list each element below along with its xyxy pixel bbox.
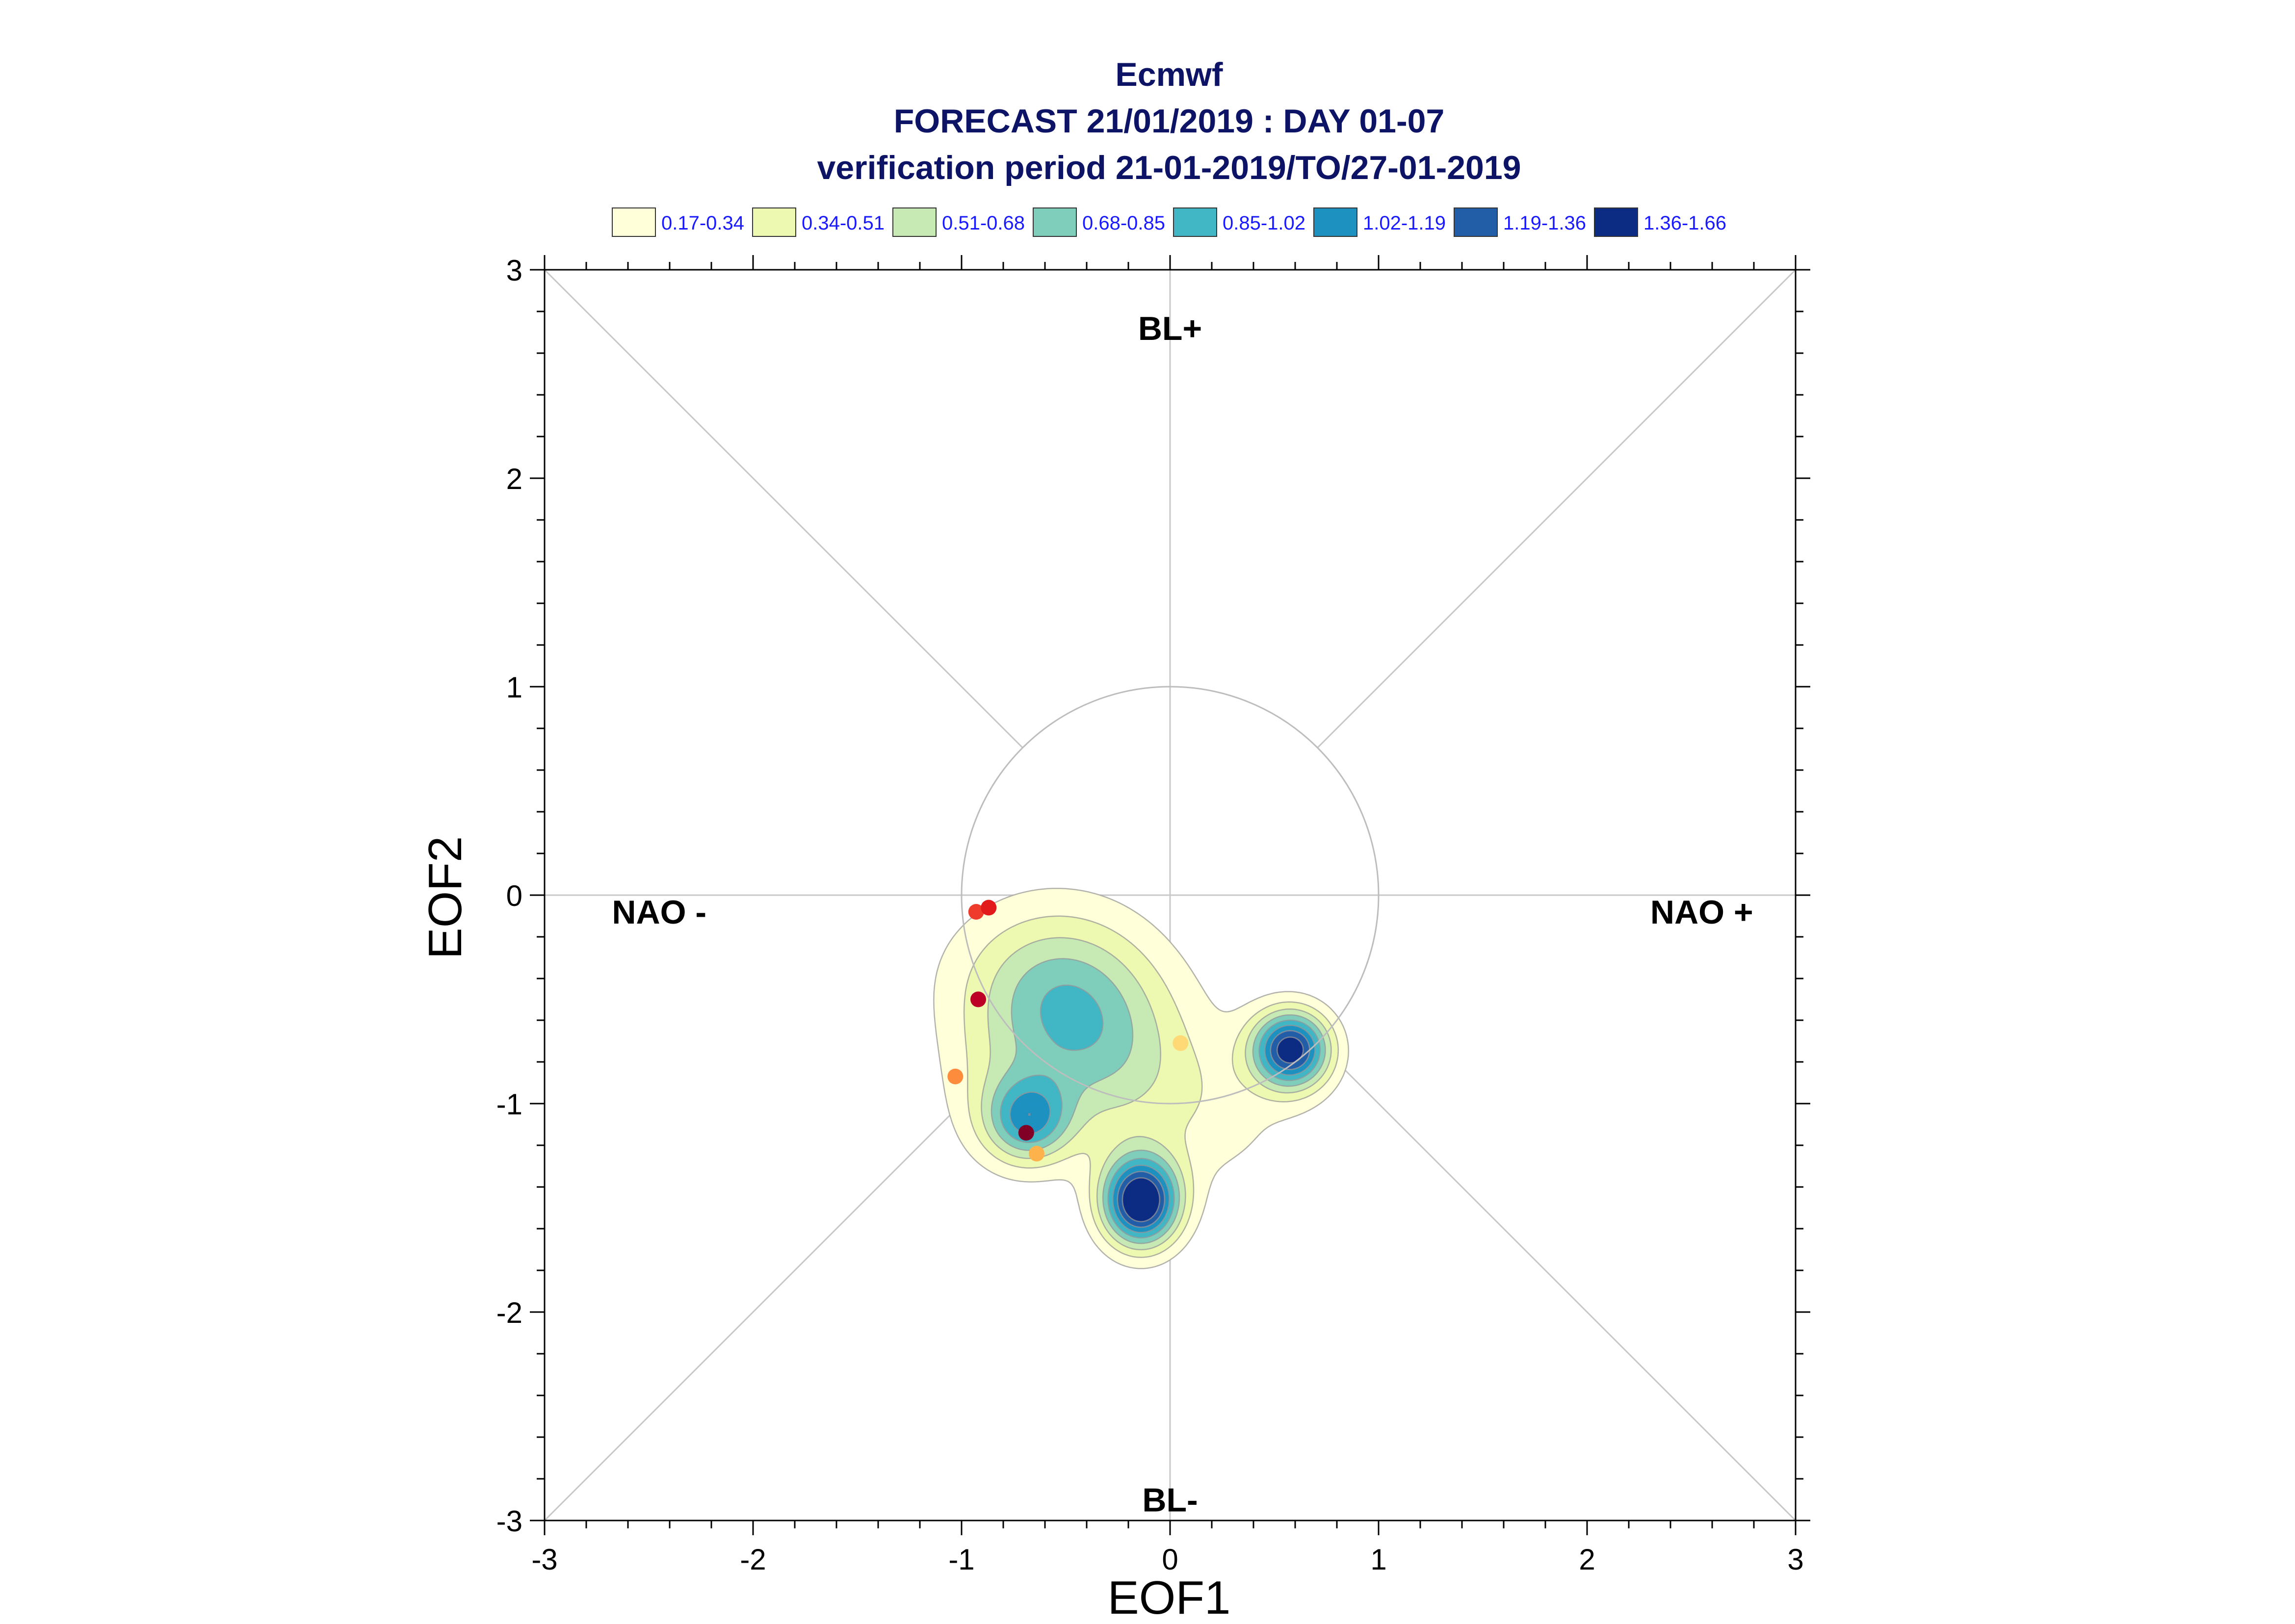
- data-point: [1018, 1125, 1034, 1141]
- plot-area: BL+ BL- NAO - NAO +: [544, 269, 1797, 1521]
- y-tick-label: 2: [506, 463, 522, 495]
- ensemble-points: [947, 900, 1189, 1161]
- legend-label: 1.36-1.66: [1643, 212, 1726, 234]
- y-tick-label: 1: [506, 671, 522, 704]
- legend-label: 1.02-1.19: [1363, 212, 1446, 234]
- x-tick-label: 2: [1579, 1543, 1595, 1576]
- data-point: [970, 991, 986, 1007]
- legend-label: 0.17-0.34: [661, 212, 744, 234]
- title-line-2: FORECAST 21/01/2019 : DAY 01-07: [894, 103, 1445, 140]
- y-axis-title: EOF2: [419, 836, 471, 959]
- x-tick-label: -2: [740, 1543, 766, 1576]
- reference-circle: [961, 686, 1380, 1105]
- diagonal-line: [1317, 269, 1797, 748]
- legend-swatch: [752, 207, 796, 237]
- data-point: [981, 900, 997, 916]
- regime-label: NAO +: [1650, 894, 1753, 931]
- density-contours: [933, 887, 1349, 1269]
- legend-label: 0.85-1.02: [1223, 212, 1305, 234]
- legend-swatch: [1033, 207, 1077, 237]
- title-line-3: verification period 21-01-2019/TO/27-01-…: [817, 149, 1521, 186]
- x-axis-title: EOF1: [1108, 1572, 1231, 1624]
- y-tick-label: -1: [496, 1088, 522, 1121]
- regime-label: BL+: [1138, 310, 1202, 347]
- contour-line: [1121, 1036, 1304, 1222]
- contour-line: [1009, 1025, 1316, 1234]
- data-point: [947, 1068, 964, 1084]
- legend-label: 1.19-1.36: [1503, 212, 1586, 234]
- y-tick-label: 3: [506, 254, 522, 287]
- chart-title: Ecmwf FORECAST 21/01/2019 : DAY 01-07 ve…: [817, 56, 1521, 186]
- data-point: [1029, 1146, 1044, 1161]
- contour-line: [991, 958, 1326, 1244]
- diagonal-lines: [544, 269, 1797, 1521]
- x-tick-label: 0: [1162, 1543, 1178, 1576]
- legend-label: 0.51-0.68: [942, 212, 1025, 234]
- legend-swatch: [1313, 207, 1357, 237]
- legend: 0.17-0.34 0.34-0.51 0.51-0.68 0.68-0.85 0.85…: [612, 207, 1726, 237]
- y-tick-label: -2: [496, 1296, 522, 1329]
- contour-line: [963, 915, 1339, 1258]
- contour-line: [981, 937, 1332, 1251]
- legend-swatch: [1454, 207, 1498, 237]
- x-tick-label: 3: [1787, 1543, 1803, 1576]
- contour-line: [1028, 1030, 1310, 1228]
- x-tick-label: 1: [1370, 1543, 1386, 1576]
- legend-label: 0.68-0.85: [1082, 212, 1165, 234]
- regime-label: NAO -: [612, 894, 706, 931]
- diagonal-line: [544, 1042, 1023, 1521]
- legend-swatch: [1594, 207, 1638, 237]
- legend-swatch: [1173, 207, 1217, 237]
- data-point: [968, 904, 984, 920]
- regime-labels: BL+ BL- NAO - NAO +: [612, 310, 1753, 1519]
- regime-label: BL-: [1142, 1482, 1198, 1519]
- title-line-1: Ecmwf: [1115, 56, 1223, 93]
- x-tick-label: -3: [531, 1543, 557, 1576]
- legend-swatch: [612, 207, 656, 237]
- y-tick-label: -3: [496, 1505, 522, 1538]
- axes: -3 -2 -1 0 1 2 3 -3 -2 -1 0 1 2 3: [496, 254, 1810, 1576]
- data-point: [1173, 1035, 1189, 1051]
- x-tick-label: -1: [948, 1543, 974, 1576]
- diagonal-line: [1317, 1042, 1797, 1521]
- y-tick-label: 0: [506, 879, 522, 912]
- legend-label: 0.34-0.51: [802, 212, 885, 234]
- legend-swatch: [892, 207, 937, 237]
- diagonal-line: [544, 269, 1023, 748]
